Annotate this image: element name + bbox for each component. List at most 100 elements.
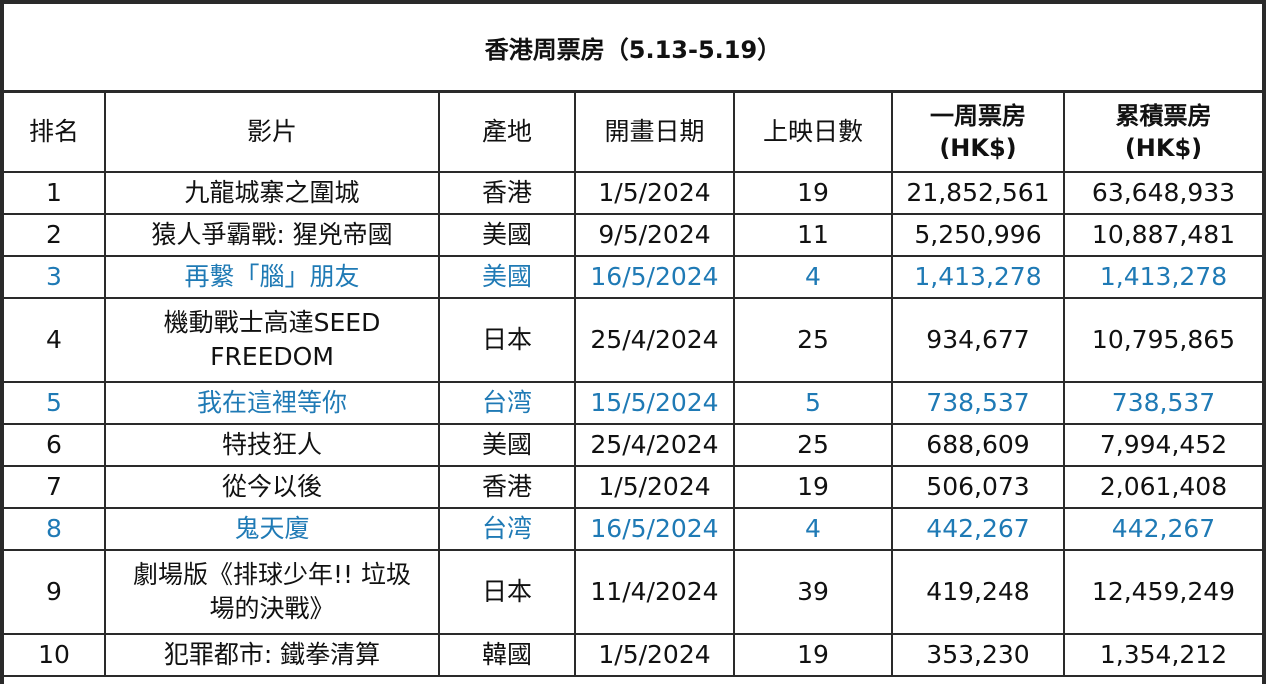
release-date-cell: 25/4/2024 [574,297,735,383]
weekly-gross-cell: 353,230 [891,633,1065,677]
days-cell: 4 [733,507,893,551]
rank-cell: 8 [4,507,106,551]
rank-cell: 9 [4,549,106,635]
total-gross-cell: 7,994,452 [1063,423,1262,467]
release-date-cell: 16/5/2024 [574,507,735,551]
table-row: 6 特技狂人 美國 25/4/2024 25 688,609 7,994,452 [4,423,1262,467]
origin-cell: 台湾 [438,507,576,551]
origin-cell: 美國 [438,423,576,467]
weekly-gross-cell: 5,250,996 [891,213,1065,257]
total-gross-cell: 10,887,481 [1063,213,1262,257]
release-date-cell: 15/5/2024 [574,381,735,425]
total-gross-cell: 63,648,933 [1063,171,1262,215]
film-title-line: 鬼天廈 [234,514,310,543]
film-cell: 猿人爭霸戰: 猩兇帝國 [104,213,440,257]
origin-cell: 香港 [438,465,576,509]
days-cell: 25 [733,297,893,383]
film-cell: 我在這裡等你 [104,381,440,425]
origin-cell: 韓國 [438,633,576,677]
film-cell: 犯罪都市: 鐵拳清算 [104,633,440,677]
table-title: 香港周票房（5.13-5.19） [4,4,1262,93]
release-date-cell: 25/4/2024 [574,423,735,467]
film-title-line: 犯罪都市: 鐵拳清算 [163,640,381,669]
release-date-cell: 1/5/2024 [574,465,735,509]
origin-cell: 美國 [438,213,576,257]
total-gross-cell: 10,795,865 [1063,297,1262,383]
days-cell: 19 [733,171,893,215]
origin-cell: 香港 [438,171,576,215]
days-cell: 19 [733,633,893,677]
total-gross-cell: 442,267 [1063,507,1262,551]
film-cell: 再繫「腦」朋友 [104,255,440,299]
rank-cell: 10 [4,633,106,677]
film-title-line: 從今以後 [221,472,322,501]
film-cell: 從今以後 [104,465,440,509]
total-gross-cell: 738,537 [1063,381,1262,425]
release-date-cell: 9/5/2024 [574,213,735,257]
header-weekly-unit: (HK$) [939,134,1017,162]
film-cell: 劇場版《排球少年!! 垃圾 場的決戰》 [104,549,440,635]
header-release: 開畫日期 [574,93,735,173]
weekly-gross-cell: 934,677 [891,297,1065,383]
film-cell: 鬼天廈 [104,507,440,551]
header-film: 影片 [104,93,440,173]
origin-cell: 台湾 [438,381,576,425]
box-office-table: 排名 影片 產地 開畫日期 上映日數 一周票房 (HK$) 累積票房 (HK$) 1… [4,93,1262,677]
rank-cell: 2 [4,213,106,257]
release-date-cell: 16/5/2024 [574,255,735,299]
weekly-gross-cell: 1,413,278 [891,255,1065,299]
days-cell: 4 [733,255,893,299]
header-weekly: 一周票房 (HK$) [891,93,1065,173]
release-date-cell: 1/5/2024 [574,633,735,677]
film-title-line: 猿人爭霸戰: 猩兇帝國 [151,220,393,249]
film-title-line-2: FREEDOM [210,342,334,371]
header-rank: 排名 [4,93,106,173]
film-cell: 特技狂人 [104,423,440,467]
film-title-line: 九龍城寨之圍城 [184,178,360,207]
table-row: 1 九龍城寨之圍城 香港 1/5/2024 19 21,852,561 63,648,933 [4,171,1262,215]
days-cell: 39 [733,549,893,635]
weekly-gross-cell: 442,267 [891,507,1065,551]
origin-cell: 日本 [438,549,576,635]
film-cell: 機動戰士高達SEED FREEDOM [104,297,440,383]
weekly-gross-cell: 688,609 [891,423,1065,467]
days-cell: 25 [733,423,893,467]
table-row: 8 鬼天廈 台湾 16/5/2024 4 442,267 442,267 [4,507,1262,551]
header-row: 排名 影片 產地 開畫日期 上映日數 一周票房 (HK$) 累積票房 (HK$) [4,93,1262,173]
rank-cell: 7 [4,465,106,509]
release-date-cell: 1/5/2024 [574,171,735,215]
weekly-gross-cell: 738,537 [891,381,1065,425]
total-gross-cell: 12,459,249 [1063,549,1262,635]
rank-cell: 4 [4,297,106,383]
header-total-unit: (HK$) [1124,134,1203,162]
film-title-line: 劇場版《排球少年!! 垃圾 [133,560,411,589]
rank-cell: 1 [4,171,106,215]
origin-cell: 美國 [438,255,576,299]
film-title-line-2: 場的決戰》 [209,594,335,623]
weekly-gross-cell: 21,852,561 [891,171,1065,215]
header-weekly-label: 一周票房 [930,102,1026,130]
header-origin: 產地 [438,93,576,173]
weekly-gross-cell: 419,248 [891,549,1065,635]
total-gross-cell: 1,354,212 [1063,633,1262,677]
table-row: 4 機動戰士高達SEED FREEDOM 日本 25/4/2024 25 934,677 10… [4,297,1262,383]
film-title-line: 我在這裡等你 [196,388,347,417]
days-cell: 19 [733,465,893,509]
table-row: 5 我在這裡等你 台湾 15/5/2024 5 738,537 738,537 [4,381,1262,425]
total-gross-cell: 2,061,408 [1063,465,1262,509]
table-row: 2 猿人爭霸戰: 猩兇帝國 美國 9/5/2024 11 5,250,996 10,887,… [4,213,1262,257]
table-row: 9 劇場版《排球少年!! 垃圾 場的決戰》 日本 11/4/2024 39 419,248 1… [4,549,1262,635]
origin-cell: 日本 [438,297,576,383]
table-row: 3 再繫「腦」朋友 美國 16/5/2024 4 1,413,278 1,413,278 [4,255,1262,299]
header-total-label: 累積票房 [1115,102,1212,130]
total-gross-cell: 1,413,278 [1063,255,1262,299]
days-cell: 11 [733,213,893,257]
film-title-line: 再繫「腦」朋友 [184,262,360,291]
rank-cell: 3 [4,255,106,299]
days-cell: 5 [733,381,893,425]
table-row: 10 犯罪都市: 鐵拳清算 韓國 1/5/2024 19 353,230 1,354,212 [4,633,1262,677]
film-title-line: 機動戰士高達SEED [163,308,381,337]
rank-cell: 6 [4,423,106,467]
table-row: 7 從今以後 香港 1/5/2024 19 506,073 2,061,408 [4,465,1262,509]
